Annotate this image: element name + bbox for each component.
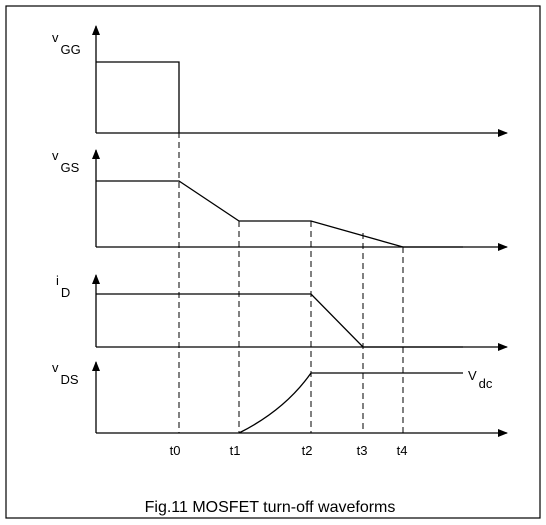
signal-label: vGG — [52, 30, 81, 57]
signal-label: iD — [56, 273, 70, 300]
frame — [5, 5, 541, 519]
caption: Fig.11 MOSFET turn-off waveforms — [145, 499, 396, 516]
time-label: t3 — [357, 443, 368, 458]
level-label: Vdc — [468, 368, 493, 391]
time-label: t0 — [170, 443, 181, 458]
signal-label: vGS — [52, 148, 80, 175]
time-label: t2 — [302, 443, 313, 458]
time-markers — [178, 62, 404, 433]
axes — [92, 25, 508, 437]
time-label: t1 — [230, 443, 241, 458]
time-label: t4 — [397, 443, 408, 458]
signal-label: vDS — [52, 360, 79, 387]
time-labels: t0 t1 t2 t3 t4 — [170, 443, 408, 458]
